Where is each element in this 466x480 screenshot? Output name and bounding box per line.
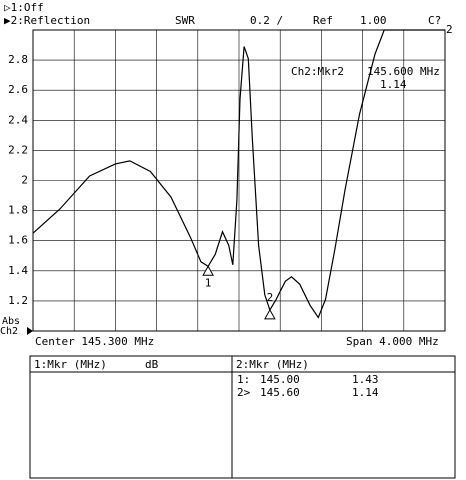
y-tick-label: 2.2 xyxy=(8,143,28,156)
readout-freq: 145.600 MHz xyxy=(367,65,440,78)
readout-value: 1.14 xyxy=(380,78,407,91)
ch-label: Ch2 xyxy=(0,326,18,337)
y-tick-label: 2.6 xyxy=(8,83,28,96)
cal-sub: 2 xyxy=(446,23,453,36)
y-tick-label: 2.4 xyxy=(8,113,28,126)
table-left-title: 1:Mkr (MHz) xyxy=(34,358,107,371)
center-label: Center 145.300 MHz xyxy=(35,335,154,348)
y-tick-label: 2 xyxy=(21,174,28,187)
table-cell: 1: xyxy=(237,373,250,386)
y-tick-label: 1.2 xyxy=(8,294,28,307)
scale-label: 0.2 / xyxy=(250,14,283,27)
ch2-label: ▶2:Reflection xyxy=(4,14,90,27)
marker-label: 2 xyxy=(267,291,274,304)
marker xyxy=(202,265,214,276)
ref-value: 1.00 xyxy=(360,14,387,27)
y-tick-label: 2.8 xyxy=(8,53,28,66)
table-cell: 1.43 xyxy=(352,373,379,386)
table-cell: 145.00 xyxy=(260,373,300,386)
span-label: Span 4.000 MHz xyxy=(346,335,439,348)
ref-label: Ref xyxy=(313,14,333,27)
abs-label: Abs xyxy=(2,316,20,327)
table-cell: 145.60 xyxy=(260,386,300,399)
y-tick-label: 1.6 xyxy=(8,234,28,247)
table-left-unit: dB xyxy=(145,358,159,371)
y-tick-label: 1.4 xyxy=(8,264,28,277)
ref-pointer xyxy=(27,327,33,335)
readout-title: Ch2:Mkr2 xyxy=(291,65,344,78)
trace xyxy=(32,29,445,319)
format-label: SWR xyxy=(175,14,195,27)
table-cell: 2> xyxy=(237,386,251,399)
table-frame xyxy=(29,355,456,479)
marker xyxy=(264,308,276,320)
table-right-title: 2:Mkr (MHz) xyxy=(236,358,309,371)
marker-label: 1 xyxy=(205,276,212,289)
ch1-label: ▷1:Off xyxy=(4,1,44,14)
table-cell: 1.14 xyxy=(352,386,379,399)
y-tick-label: 1.8 xyxy=(8,204,28,217)
cal-label: C? xyxy=(428,14,441,27)
